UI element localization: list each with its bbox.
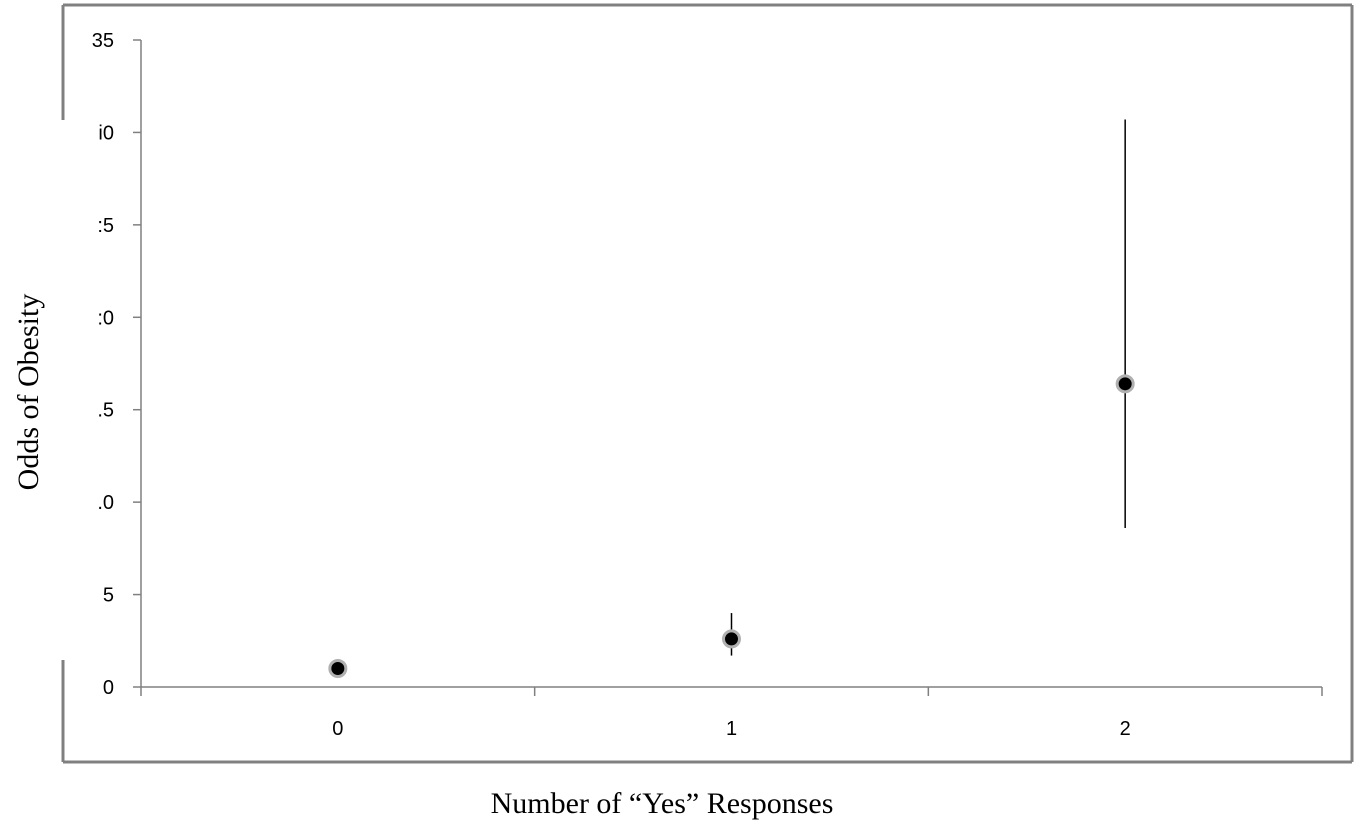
data-point: [1115, 374, 1135, 394]
chart-frame: [61, 3, 1354, 764]
y-tick-label: 0: [103, 677, 114, 699]
x-axis-ticks: 0 1 2: [140, 687, 1323, 740]
x-tick-label: 2: [1120, 718, 1131, 740]
y-tick-label: :0: [97, 307, 114, 329]
y-tick-label: 35: [92, 30, 114, 52]
data-point: [328, 659, 348, 679]
y-tick-label: 5: [103, 585, 114, 607]
y-tick-label: i0: [98, 122, 114, 144]
y-tick-label: .5: [97, 400, 114, 422]
y-axis-title: Odds of Obesity: [12, 294, 45, 491]
data-points: [328, 374, 1135, 679]
y-tick-label: .0: [97, 492, 114, 514]
x-tick-label: 1: [726, 718, 737, 740]
data-point: [722, 629, 741, 649]
x-axis-title: Number of “Yes” Responses: [491, 787, 834, 820]
x-tick-label: 0: [332, 718, 343, 740]
y-axis-ticks: 0 5 .0 .5 :0 :5 i0 35: [92, 30, 141, 699]
error-bars: [730, 119, 1126, 656]
y-tick-label: :5: [97, 215, 114, 237]
